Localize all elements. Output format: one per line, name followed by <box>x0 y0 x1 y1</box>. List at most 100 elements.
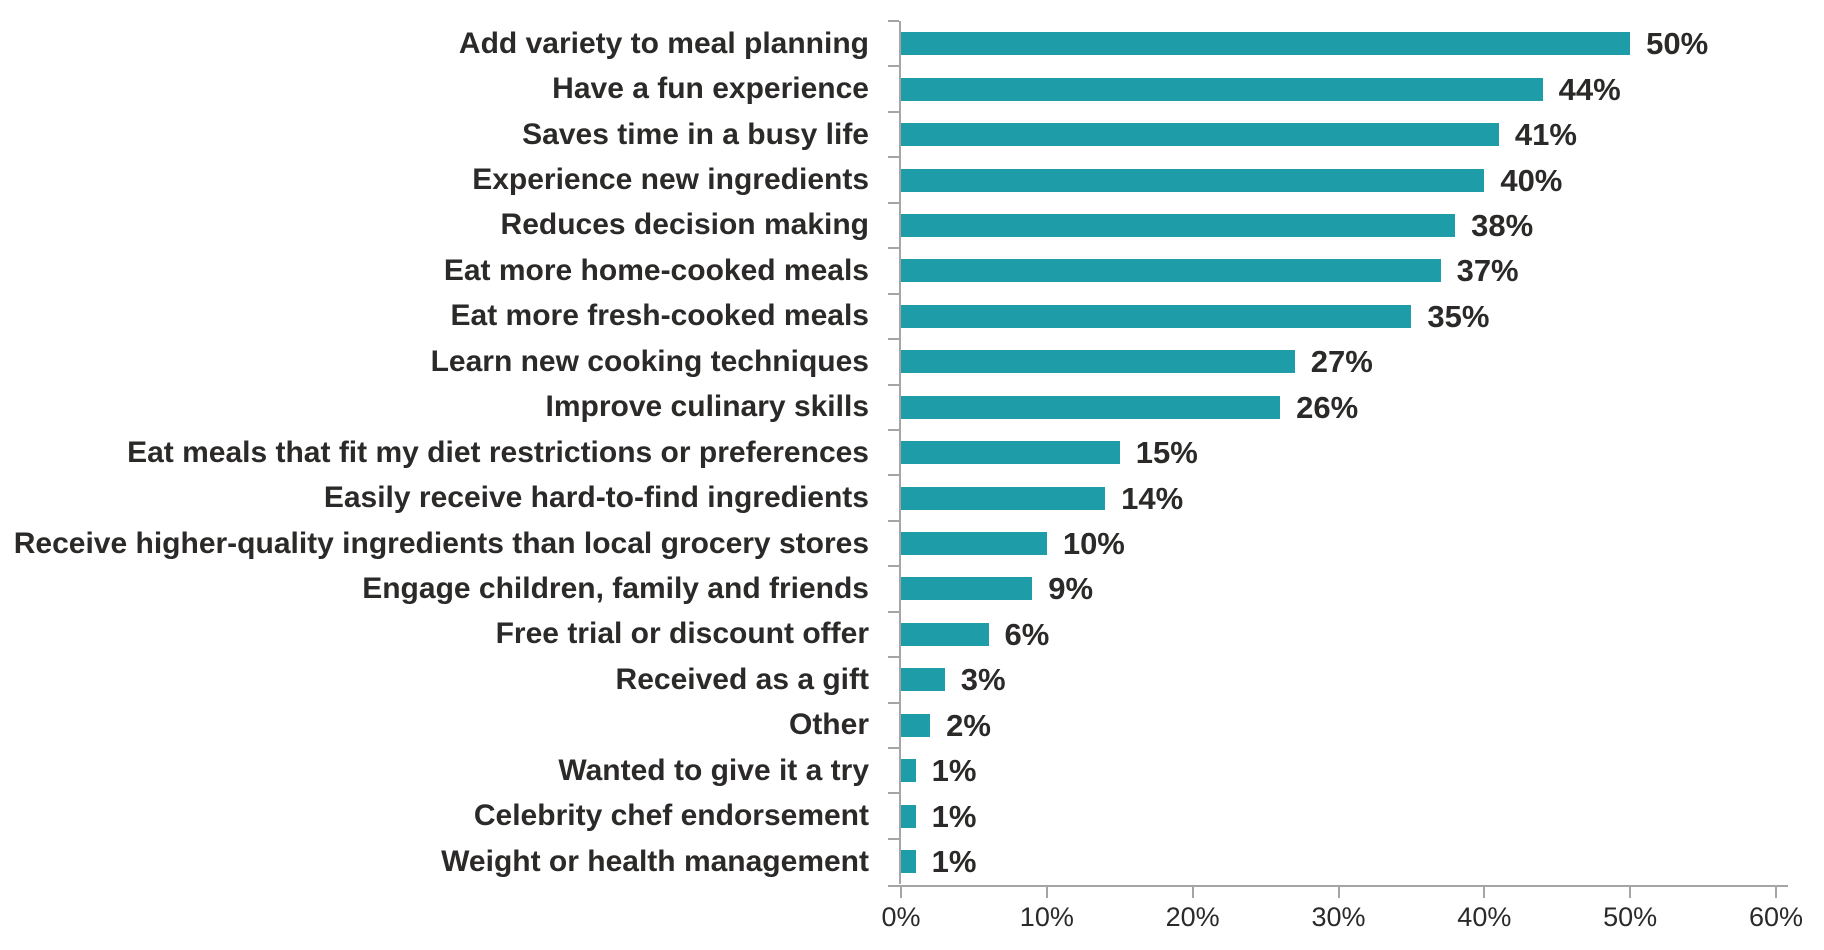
value-label: 1% <box>932 755 977 786</box>
bar-track: 10% <box>899 521 1776 566</box>
bar-track: 1% <box>899 748 1776 793</box>
bar-row: Experience new ingredients40% <box>0 157 1776 202</box>
x-axis-tick-label: 0% <box>841 901 961 933</box>
category-label: Receive higher-quality ingredients than … <box>0 529 899 559</box>
category-label: Received as a gift <box>0 665 899 695</box>
value-label: 6% <box>1005 619 1050 650</box>
x-axis-tick <box>1775 885 1777 898</box>
bar <box>901 487 1105 510</box>
x-axis-tick <box>1338 885 1340 898</box>
bar-track: 35% <box>899 294 1776 339</box>
bar-track: 15% <box>899 430 1776 475</box>
x-axis-tick-label: 30% <box>1279 901 1399 933</box>
bar <box>901 532 1047 555</box>
category-label: Eat meals that fit my diet restrictions … <box>0 438 899 468</box>
category-label: Eat more home-cooked meals <box>0 256 899 286</box>
bar-row: Saves time in a busy life 41% <box>0 112 1776 157</box>
x-axis-tick <box>1192 885 1194 898</box>
bar-row: Improve culinary skills 26% <box>0 385 1776 430</box>
bar-track: 14% <box>899 475 1776 520</box>
value-label: 14% <box>1121 483 1183 514</box>
bar <box>901 350 1295 373</box>
bar-row: Celebrity chef endorsement 1% <box>0 793 1776 838</box>
value-label: 3% <box>961 664 1006 695</box>
bar-chart: Add variety to meal planning 50% Have a fu… <box>0 0 1824 950</box>
bar-track: 1% <box>899 839 1776 884</box>
category-label: Celebrity chef endorsement <box>0 801 899 831</box>
bar-row: Receive higher-quality ingredients than … <box>0 521 1776 566</box>
bar-track: 1% <box>899 793 1776 838</box>
x-axis: 0%10%20%30%40%50%60% <box>0 885 1824 950</box>
bar <box>901 850 916 873</box>
category-label: Free trial or discount offer <box>0 619 899 649</box>
category-label: Reduces decision making <box>0 210 899 240</box>
bar-row: Other2% <box>0 703 1776 748</box>
bar <box>901 169 1484 192</box>
category-label: Improve culinary skills <box>0 392 899 422</box>
x-axis-tick <box>900 885 902 898</box>
bar-track: 41% <box>899 112 1776 157</box>
bar-track: 44% <box>899 66 1776 111</box>
bar-row: Free trial or discount offer 6% <box>0 612 1776 657</box>
bar <box>901 668 945 691</box>
bar <box>901 123 1499 146</box>
bar-track: 3% <box>899 657 1776 702</box>
bar-row: Have a fun experience 44% <box>0 66 1776 111</box>
bar-row: Add variety to meal planning 50% <box>0 21 1776 66</box>
x-axis-tick <box>1046 885 1048 898</box>
plot-rows: Add variety to meal planning 50% Have a fu… <box>0 21 1776 884</box>
x-axis-tick-label: 50% <box>1570 901 1690 933</box>
bar <box>901 759 916 782</box>
x-axis-tick <box>1483 885 1485 898</box>
bar <box>901 441 1120 464</box>
bar <box>901 577 1032 600</box>
x-axis-tick-label: 20% <box>1133 901 1253 933</box>
bar-track: 27% <box>899 339 1776 384</box>
bar-row: Easily receive hard-to-find ingredients 1… <box>0 475 1776 520</box>
value-label: 9% <box>1048 573 1093 604</box>
value-label: 41% <box>1515 119 1577 150</box>
bar-track: 38% <box>899 203 1776 248</box>
bar-track: 6% <box>899 612 1776 657</box>
category-label: Have a fun experience <box>0 74 899 104</box>
category-label: Engage children, family and friends <box>0 574 899 604</box>
value-label: 1% <box>932 801 977 832</box>
category-label: Easily receive hard-to-find ingredients <box>0 483 899 513</box>
value-label: 1% <box>932 846 977 877</box>
bar-row: Received as a gift 3% <box>0 657 1776 702</box>
bar <box>901 305 1411 328</box>
bar-row: Eat more fresh-cooked meals 35% <box>0 294 1776 339</box>
bar-row: Reduces decision making38% <box>0 203 1776 248</box>
bar-track: 9% <box>899 566 1776 611</box>
value-label: 44% <box>1559 74 1621 105</box>
bar-row: Learn new cooking techniques 27% <box>0 339 1776 384</box>
bar-track: 37% <box>899 248 1776 293</box>
value-label: 37% <box>1457 255 1519 286</box>
bar-track: 2% <box>899 703 1776 748</box>
value-label: 15% <box>1136 437 1198 468</box>
value-label: 26% <box>1296 392 1358 423</box>
value-label: 50% <box>1646 28 1708 59</box>
category-label: Wanted to give it a try <box>0 756 899 786</box>
bar <box>901 259 1441 282</box>
category-label: Other <box>0 710 899 740</box>
category-label: Experience new ingredients <box>0 165 899 195</box>
bar <box>901 396 1280 419</box>
category-label: Saves time in a busy life <box>0 120 899 150</box>
bar-row: Weight or health management1% <box>0 839 1776 884</box>
bar-row: Eat meals that fit my diet restrictions … <box>0 430 1776 475</box>
category-label: Eat more fresh-cooked meals <box>0 301 899 331</box>
bar <box>901 78 1543 101</box>
bar <box>901 214 1455 237</box>
bar-track: 50% <box>899 21 1776 66</box>
category-label: Learn new cooking techniques <box>0 347 899 377</box>
bar <box>901 805 916 828</box>
value-label: 27% <box>1311 346 1373 377</box>
bar-track: 26% <box>899 385 1776 430</box>
category-label: Add variety to meal planning <box>0 29 899 59</box>
bar-row: Eat more home-cooked meals 37% <box>0 248 1776 293</box>
bar-row: Wanted to give it a try 1% <box>0 748 1776 793</box>
value-label: 35% <box>1427 301 1489 332</box>
bar-row: Engage children, family and friends 9% <box>0 566 1776 611</box>
x-axis-tick-label: 40% <box>1424 901 1544 933</box>
